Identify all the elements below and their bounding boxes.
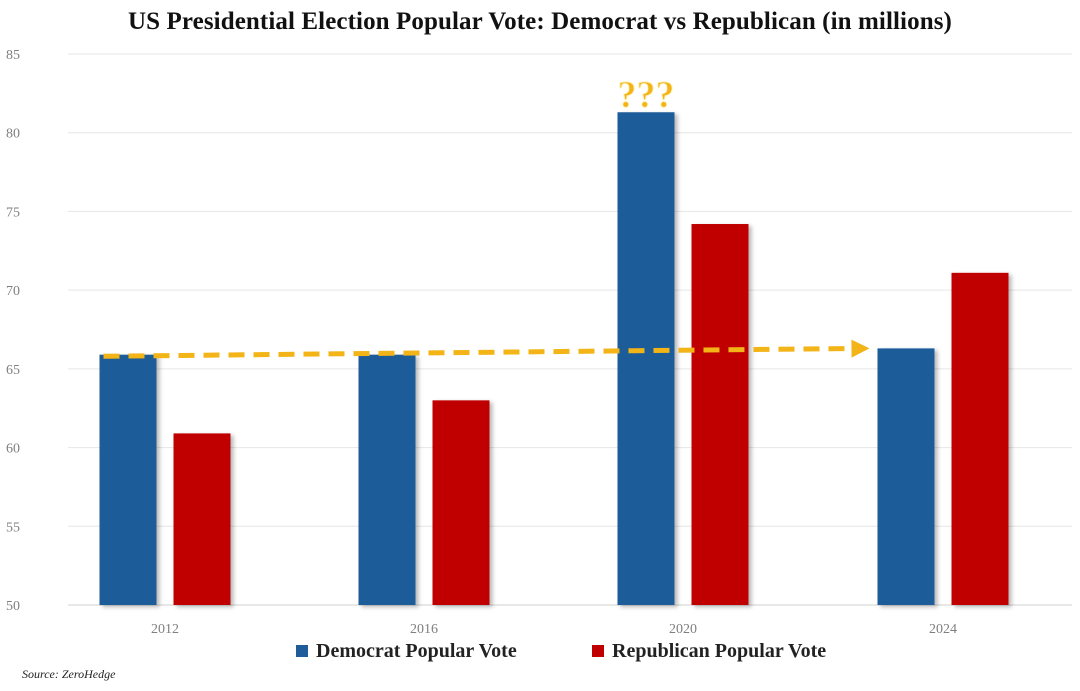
- y-tick-label: 75: [6, 205, 20, 220]
- y-tick-label: 65: [6, 363, 20, 378]
- y-axis-ticks: 50 55 60 65 70 75 80 85: [6, 48, 20, 614]
- legend: Democrat Popular Vote Republican Popular …: [296, 640, 826, 662]
- trend-arrow-head: [851, 339, 870, 358]
- y-tick-label: 50: [6, 599, 20, 614]
- republican-bar-2020: [691, 224, 749, 605]
- democrat-bar-2012: [99, 354, 157, 605]
- y-tick-label: 55: [6, 520, 20, 535]
- y-tick-label: 70: [6, 284, 20, 299]
- democrat-bar-2020: [617, 112, 675, 606]
- trend-arrow-line: [103, 345, 862, 359]
- republican-legend-swatch: [592, 645, 604, 657]
- question-marks-annotation: ???: [618, 74, 675, 116]
- democrat-bar-2016: [358, 354, 416, 605]
- source-note: Source: ZeroHedge: [22, 667, 116, 681]
- y-tick-label: 80: [6, 127, 20, 142]
- democrat-bar-2024: [877, 348, 935, 605]
- democrat-legend-label: Democrat Popular Vote: [316, 640, 517, 662]
- chart-title: US Presidential Election Popular Vote: D…: [128, 8, 952, 35]
- x-tick-label: 2020: [669, 622, 697, 637]
- gridlines: [68, 53, 1072, 606]
- republican-bar-2016: [432, 400, 490, 605]
- y-tick-label: 60: [6, 442, 20, 457]
- x-axis-ticks: 2012 2016 2020 2024: [151, 622, 957, 637]
- x-tick-label: 2016: [410, 622, 438, 637]
- democrat-legend-swatch: [296, 645, 308, 657]
- x-tick-label: 2012: [151, 622, 179, 637]
- x-tick-label: 2024: [929, 622, 957, 637]
- annotations: ???: [103, 74, 870, 359]
- republican-legend-label: Republican Popular Vote: [612, 640, 826, 662]
- republican-bar-2024: [951, 272, 1009, 605]
- republican-bar-2012: [173, 433, 231, 605]
- y-tick-label: 85: [6, 48, 20, 63]
- bars: [99, 112, 1009, 606]
